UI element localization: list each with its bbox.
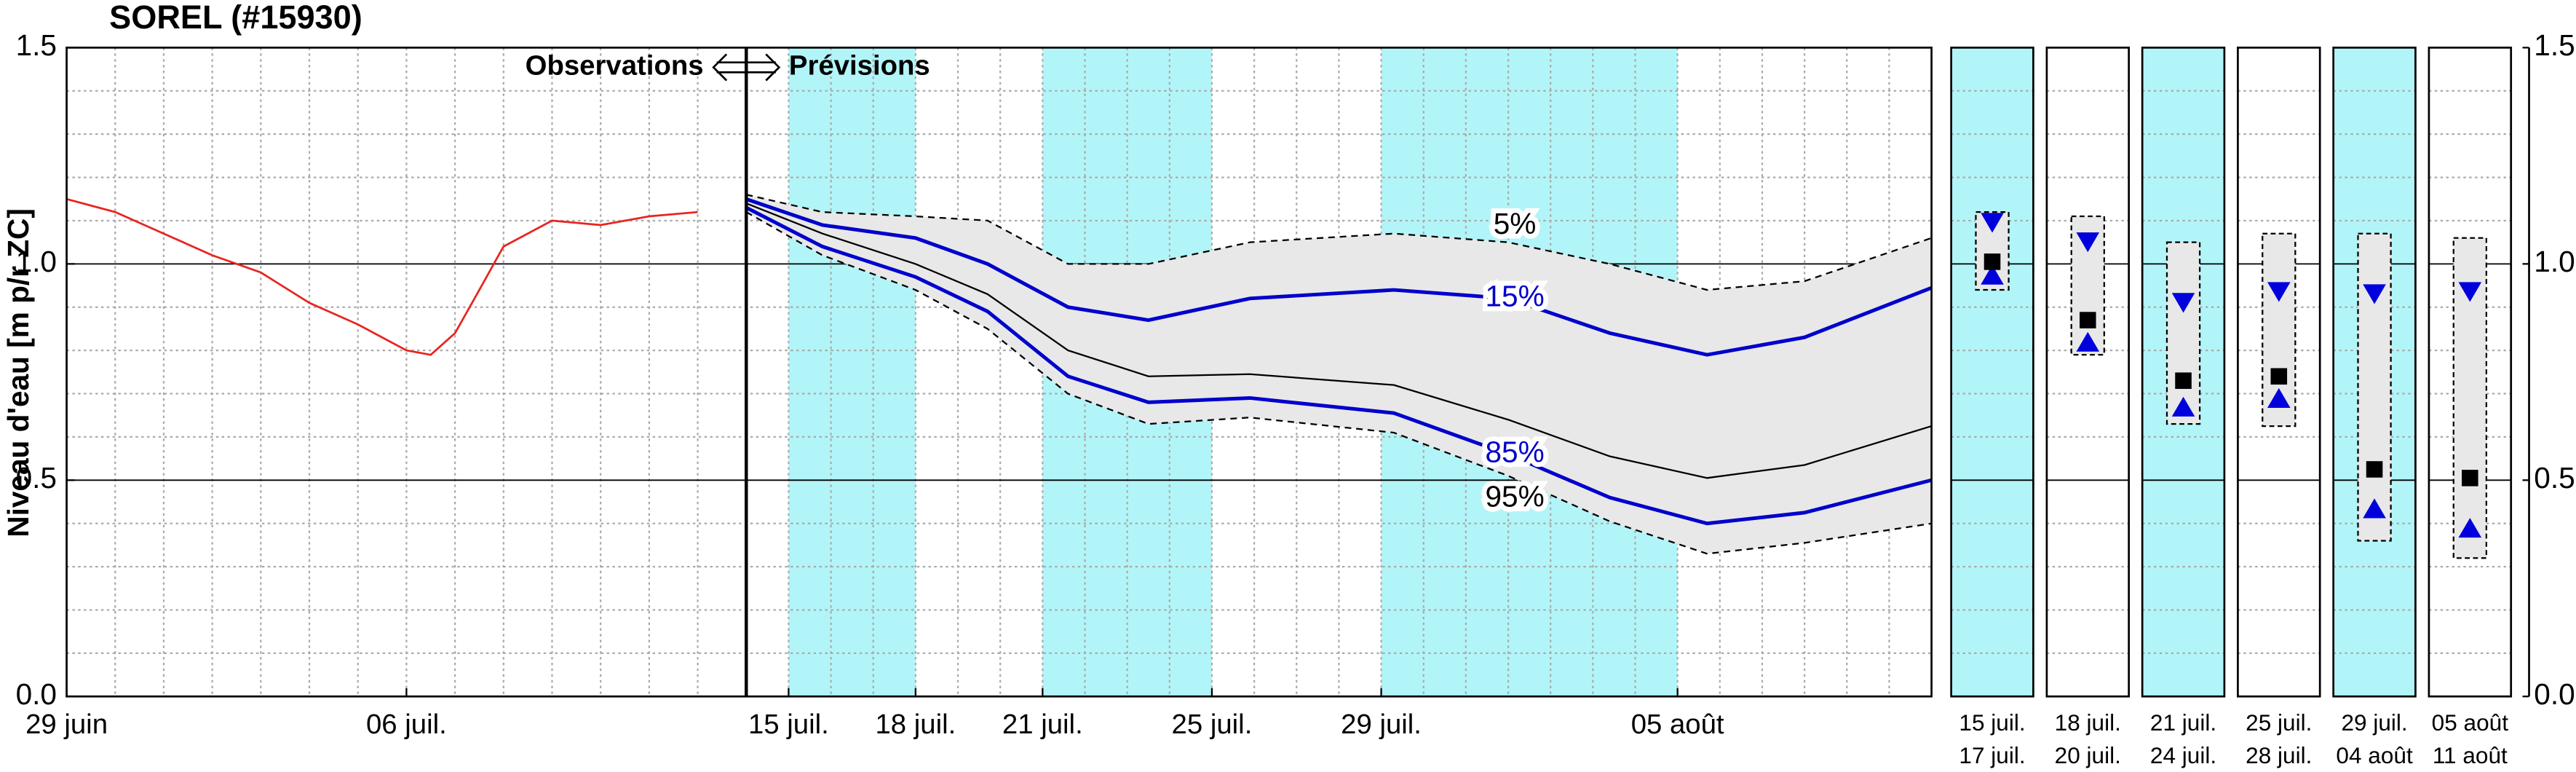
series-label: 15%: [1485, 280, 1544, 313]
p15-marker: [1981, 213, 2004, 233]
p85-marker: [2171, 396, 2195, 417]
range-box: [2357, 232, 2392, 542]
period-start: 25 juil.: [2246, 709, 2312, 736]
panel-frame: [2332, 47, 2417, 698]
period-start: 29 juil.: [2341, 709, 2407, 736]
y-tick-label: 0.0: [16, 677, 57, 711]
period-end: 20 juil.: [2055, 742, 2121, 768]
shaded-period: [788, 47, 916, 697]
forecast-band: [746, 194, 1932, 554]
panel-shade: [1951, 47, 2034, 697]
panel-frame: [2045, 47, 2131, 698]
range-box: [2070, 215, 2105, 356]
x-tick-label: 21 juil.: [1002, 709, 1083, 740]
series-label: 5%: [1494, 207, 1537, 240]
p15-marker: [2363, 284, 2386, 304]
y-tick-label: 1.0: [16, 245, 57, 278]
p85-marker: [2076, 331, 2100, 352]
annotation: Observations: [526, 50, 704, 82]
y-axis-label: Niveau d'eau [m p/r ZC]: [1, 208, 35, 537]
x-tick-label: 15 juil.: [748, 709, 829, 740]
p85-marker: [1981, 264, 2004, 285]
chart-title: SOREL (#15930): [109, 0, 362, 36]
median-marker: [2270, 368, 2288, 385]
period-start: 15 juil.: [1959, 709, 2025, 736]
median-marker: [2175, 372, 2192, 389]
p85-marker: [2267, 387, 2291, 408]
y-tick-label: 0.5: [16, 461, 57, 495]
x-tick-label: 25 juil.: [1172, 709, 1253, 740]
period-end: 24 juil.: [2150, 742, 2216, 768]
period-start: 18 juil.: [2055, 709, 2121, 736]
plot-frame: [66, 47, 1933, 698]
panel-frame: [1950, 47, 2034, 698]
x-tick-label: 29 juil.: [1341, 709, 1422, 740]
p15-marker: [2458, 282, 2482, 302]
forecast-line: [745, 197, 1933, 357]
panel-frame: [2428, 47, 2513, 698]
y2-tick-label: 0.5: [2534, 461, 2575, 495]
y2-tick-label: 1.5: [2534, 28, 2575, 62]
x-tick-label: 29 juin: [25, 709, 108, 740]
series-label: 95%: [1485, 480, 1544, 513]
period-end: 28 juil.: [2246, 742, 2312, 768]
x-tick-label: 05 août: [1631, 709, 1724, 740]
forecast-line: [745, 202, 1932, 479]
panel-frame: [2141, 47, 2226, 698]
panel-frame: [2237, 47, 2321, 698]
annotation: Prévisions: [789, 50, 930, 82]
y2-tick-label: 1.0: [2534, 245, 2575, 278]
period-end: 04 août: [2336, 742, 2413, 768]
series-label: 85%: [1485, 435, 1544, 468]
median-marker: [2080, 312, 2096, 328]
y2-tick-label: 0.0: [2534, 677, 2575, 711]
p85-marker: [2363, 498, 2386, 519]
p15-marker: [2076, 232, 2100, 253]
median-marker: [2462, 470, 2478, 487]
forecast-line: [745, 205, 1933, 526]
period-start: 21 juil.: [2150, 709, 2216, 736]
p15-marker: [2267, 282, 2291, 302]
median-marker: [1983, 253, 2001, 270]
period-end: 17 juil.: [1959, 742, 2025, 768]
x-tick-label: 06 juil.: [366, 709, 447, 740]
forecast-line: [745, 211, 1932, 555]
p85-marker: [2458, 518, 2482, 538]
period-start: 05 août: [2432, 709, 2509, 736]
observed-line: [66, 198, 698, 356]
p15-marker: [2171, 293, 2195, 313]
median-marker: [2366, 461, 2383, 478]
forecast-line: [745, 194, 1932, 291]
y-tick-label: 1.5: [16, 28, 57, 62]
x-tick-label: 18 juil.: [875, 709, 956, 740]
period-end: 11 août: [2433, 742, 2508, 768]
range-box: [2165, 241, 2201, 425]
double-arrow: [712, 53, 781, 82]
